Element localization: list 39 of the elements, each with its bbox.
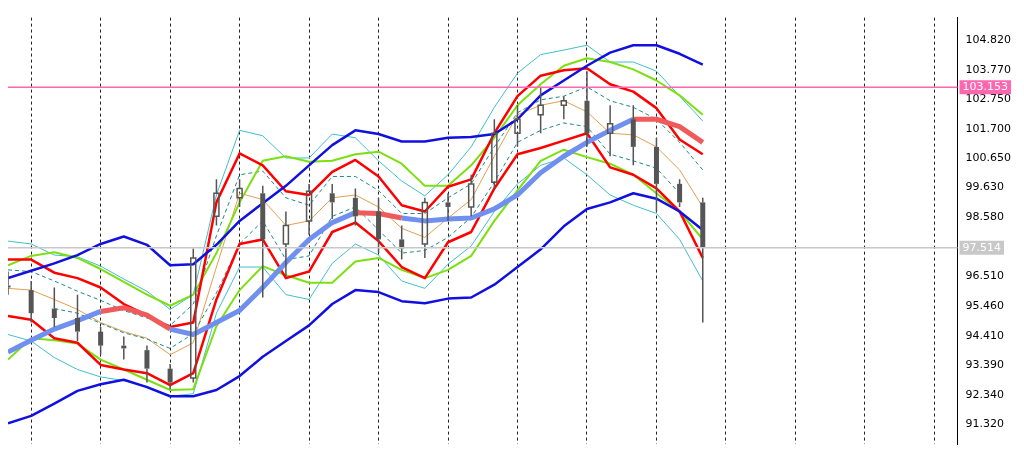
- candlestick: [560, 95, 568, 120]
- candlestick: [51, 286, 57, 328]
- y-tick-label: 101.700: [965, 121, 1012, 135]
- candlestick: [700, 197, 706, 324]
- candlestick: [236, 178, 243, 208]
- candlestick: [213, 178, 220, 227]
- y-tick-label: 93.390: [965, 358, 1005, 372]
- y-tick-label: 98.580: [965, 210, 1005, 224]
- candlestick: [653, 137, 659, 213]
- y-tick-label: 102.750: [965, 91, 1012, 105]
- y-tick-label: 92.340: [965, 388, 1005, 401]
- candlestick: [305, 183, 313, 236]
- y-tick-label: 103.770: [965, 62, 1012, 76]
- y-tick-label: 91.320: [965, 417, 1005, 431]
- y-tick-label: 95.460: [965, 299, 1005, 313]
- candlestick: [352, 187, 358, 227]
- candlestick: [537, 86, 544, 134]
- candlestick: [376, 197, 382, 254]
- candlestick: [491, 118, 498, 190]
- candlestick: [630, 104, 636, 167]
- candlestick: [445, 192, 451, 222]
- candlestick: [74, 293, 80, 342]
- candlestick: [421, 197, 429, 259]
- candlestick: [28, 280, 34, 324]
- candlestick: [282, 210, 290, 278]
- ref-line-label: 103.153: [962, 80, 1009, 94]
- candlestick: [606, 104, 614, 158]
- candlestick: [584, 70, 590, 148]
- y-tick-label: 96.510: [965, 269, 1005, 283]
- y-tick-label: 94.410: [965, 329, 1005, 343]
- candlestick: [467, 174, 475, 218]
- y-tick-label: 100.650: [965, 151, 1012, 165]
- y-tick-label: 99.630: [965, 180, 1005, 194]
- candlestick: [514, 104, 521, 148]
- candlestick: [329, 183, 335, 220]
- candlestick: [144, 344, 150, 384]
- candlestick: [260, 185, 266, 299]
- y-tick-label: 104.820: [965, 32, 1012, 46]
- candlestick: [167, 363, 173, 390]
